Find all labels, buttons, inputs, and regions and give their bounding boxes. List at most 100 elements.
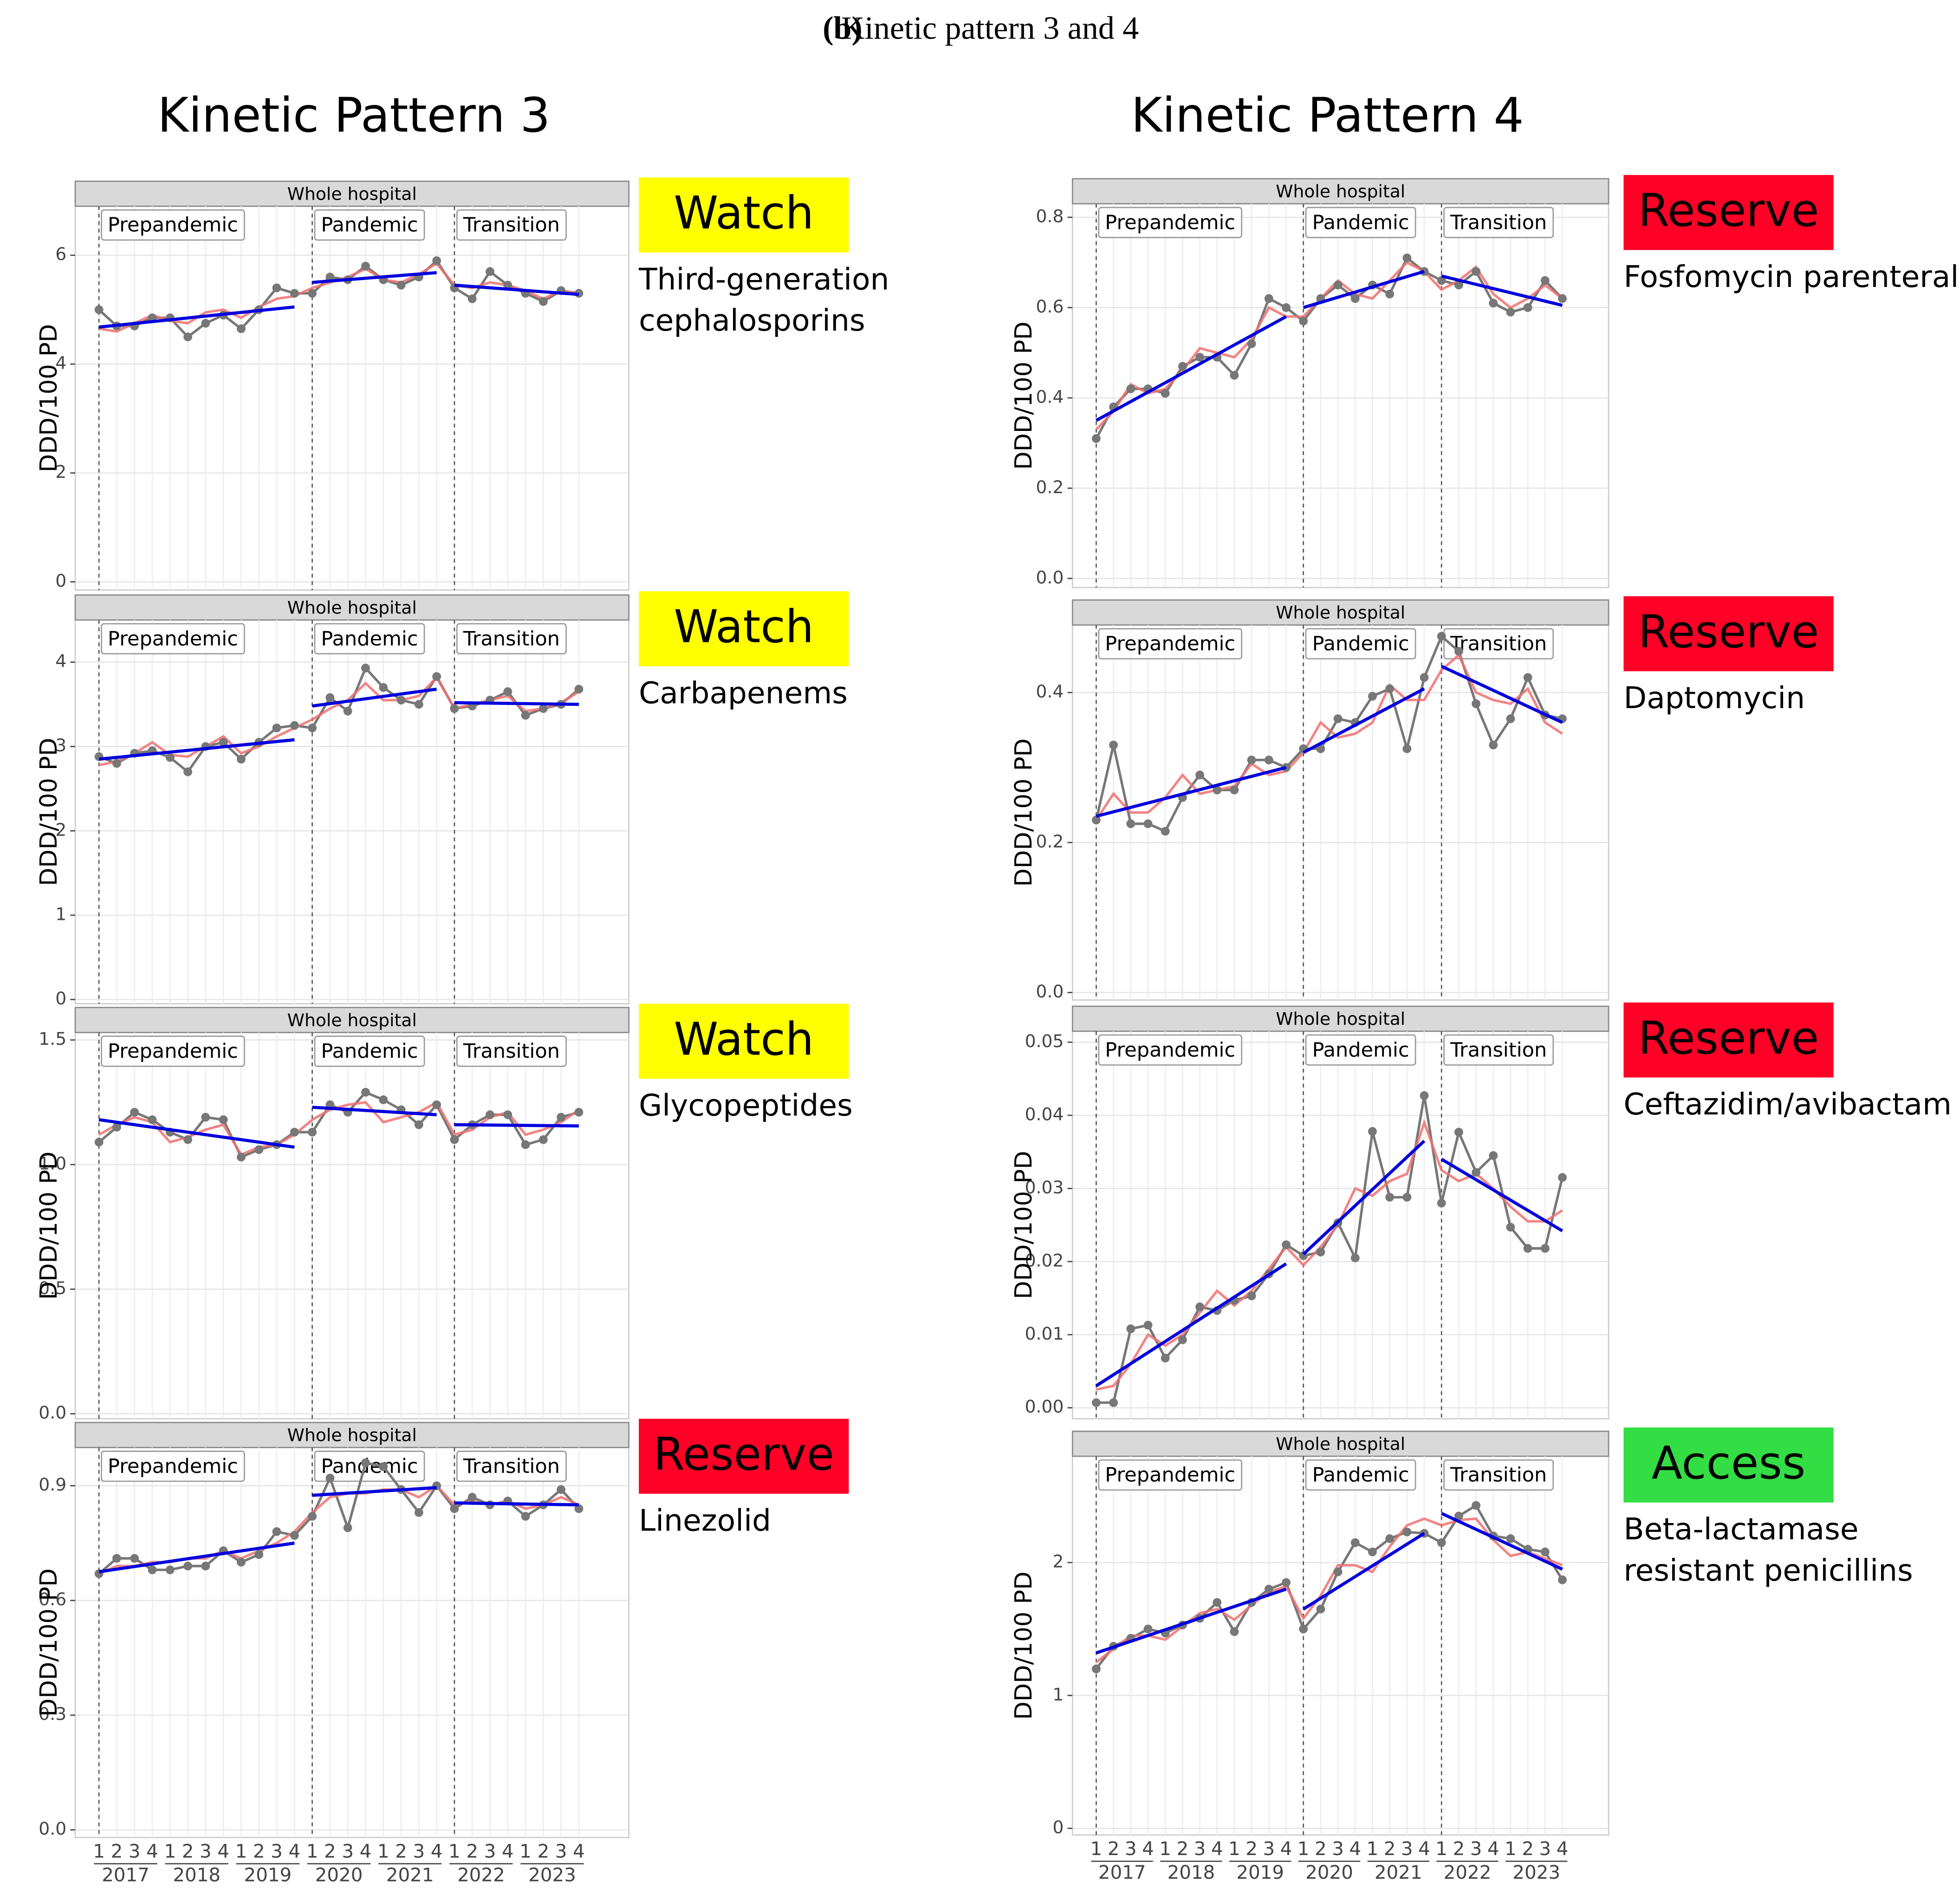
drug-name: Third-generation (638, 262, 889, 297)
plot-background (74, 619, 630, 1004)
observed-point (1195, 770, 1204, 780)
plot-background (74, 1032, 630, 1420)
observed-point (503, 687, 513, 697)
x-tick-label: 4 (502, 1840, 514, 1862)
x-tick-label: 2 (466, 1840, 478, 1862)
drug-name: Carbapenems (639, 676, 848, 710)
smoothed-line (1096, 1119, 1563, 1391)
x-tick-label: 3 (1470, 1838, 1482, 1860)
period-label-box (101, 209, 245, 241)
observed-point (1489, 740, 1498, 749)
observed-point (539, 1135, 548, 1144)
year-label: 2017 (1098, 1862, 1146, 1883)
observed-line (1095, 634, 1563, 833)
trend-line (312, 1486, 437, 1497)
x-tick-label: 4 (146, 1840, 158, 1862)
trend-line (1095, 315, 1287, 422)
observed-point (361, 664, 370, 673)
observed-point (201, 1113, 210, 1122)
observed-point (1506, 307, 1515, 317)
y-tick-label: 0 (55, 571, 66, 591)
observed-point (1333, 714, 1343, 723)
class-box (639, 1003, 849, 1079)
observed-point (1247, 1291, 1256, 1301)
drug-name: Daptomycin (1623, 681, 1805, 716)
year-label: 2018 (173, 1864, 221, 1886)
observed-point (343, 1523, 352, 1532)
year-label: 2021 (1375, 1862, 1422, 1883)
x-tick-label: 2 (253, 1840, 265, 1862)
trend-line (454, 701, 579, 706)
strip (1071, 1005, 1610, 1032)
y-tick-label: 0.03 (1025, 1177, 1064, 1198)
period-label-box (1305, 628, 1416, 660)
year-label: 2022 (457, 1864, 505, 1886)
observed-point (1437, 632, 1446, 641)
observed-point (574, 684, 584, 694)
strip (74, 1007, 630, 1033)
y-tick-label: 1.0 (39, 1153, 66, 1173)
period-label-box (314, 623, 425, 655)
x-tick-label: 1 (1159, 1838, 1171, 1860)
observed-point (1247, 755, 1256, 765)
observed-point (94, 1138, 104, 1147)
y-tick-label: 4 (55, 651, 66, 671)
observed-point (1213, 785, 1222, 794)
strip-title: Whole hospital (287, 597, 417, 618)
y-axis-label: DDD/100 PD (35, 738, 63, 886)
observed-point (1472, 699, 1480, 708)
x-tick-label: 2 (1108, 1838, 1120, 1860)
class-label: Watch (674, 600, 814, 653)
period-label: Pandemic (1312, 632, 1409, 656)
observed-point (290, 1531, 299, 1540)
y-tick-label: 1 (1052, 1684, 1064, 1705)
period-label-box (1305, 1034, 1416, 1066)
y-tick-label: 0.6 (1036, 296, 1064, 317)
observed-point (1091, 434, 1101, 443)
observed-point (1282, 1240, 1291, 1250)
observed-point (557, 1113, 566, 1122)
period-label: Transition (463, 214, 560, 237)
observed-point (1523, 673, 1532, 682)
period-label-box (1098, 1034, 1242, 1066)
y-axis-label: DDD/100 PD (35, 1152, 63, 1300)
period-label-box (101, 1035, 245, 1067)
observed-point (1109, 1398, 1118, 1407)
period-label: Prepandemic (108, 627, 238, 651)
observed-point (1161, 389, 1170, 398)
trend-line (1441, 664, 1563, 724)
drug-name: Beta-lactamase (1623, 1512, 1858, 1547)
y-tick-label: 0.00 (1025, 1396, 1064, 1417)
x-tick-label: 4 (431, 1840, 443, 1862)
observed-point (450, 704, 459, 713)
observed-point (574, 1107, 584, 1117)
observed-point (521, 1140, 530, 1149)
period-label-box (456, 1451, 567, 1482)
year-label: 2018 (1168, 1862, 1215, 1883)
plot-background (74, 205, 630, 591)
trend-line (312, 271, 437, 284)
x-tick-label: 4 (1349, 1838, 1361, 1860)
plot-background (1071, 1455, 1610, 1836)
observed-point (1385, 289, 1394, 299)
observed-point (1368, 1547, 1377, 1556)
observed-point (1126, 384, 1136, 393)
observed-point (254, 1550, 264, 1559)
y-tick-label: 0.3 (39, 1704, 66, 1724)
x-tick-label: 4 (217, 1840, 229, 1862)
strip-title: Whole hospital (287, 1010, 417, 1030)
observed-point (1420, 1091, 1429, 1100)
x-tick-label: 4 (1211, 1838, 1223, 1860)
year-label: 2020 (315, 1864, 363, 1886)
observed-point (148, 1565, 157, 1575)
observed-point (219, 1115, 228, 1124)
observed-point (219, 738, 228, 747)
period-label-box (1098, 1459, 1242, 1491)
observed-point (1402, 744, 1412, 753)
class-box (639, 177, 849, 253)
x-tick-label: 1 (448, 1840, 461, 1862)
y-tick-label: 0.2 (1036, 477, 1064, 497)
period-label-box (101, 1451, 245, 1482)
class-box (639, 1419, 849, 1494)
observed-point (1523, 1244, 1532, 1253)
